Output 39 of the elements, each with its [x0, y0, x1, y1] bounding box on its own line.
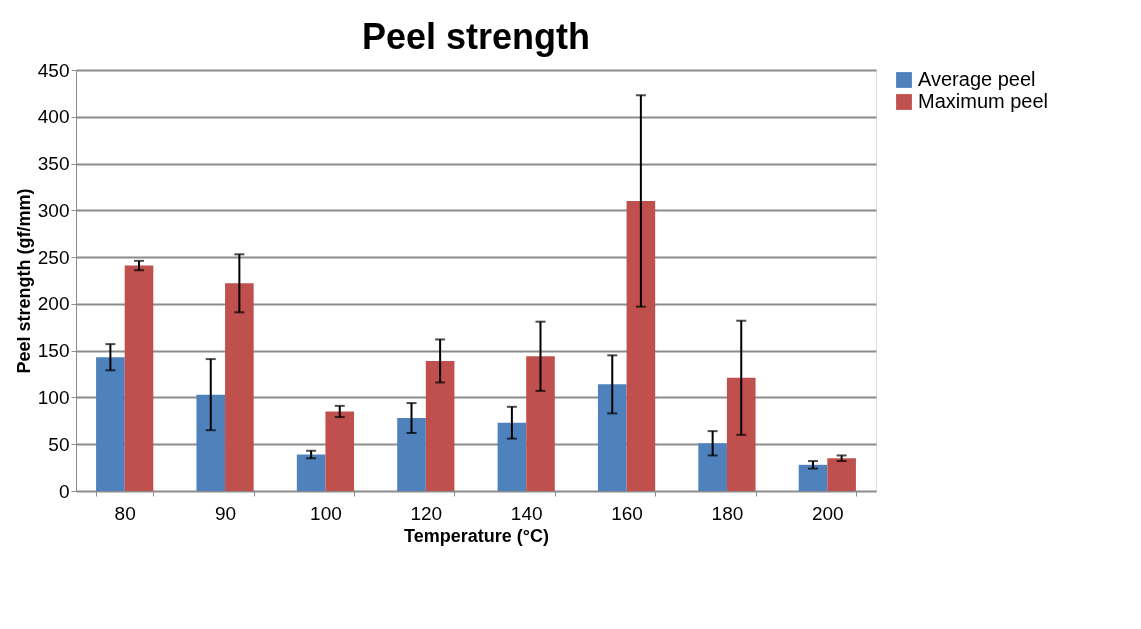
x-tick-label: 160	[611, 502, 643, 524]
x-tick-label: 180	[711, 502, 744, 524]
y-tick-label: 200	[37, 293, 70, 315]
bar	[124, 265, 154, 491]
y-tick-label: 450	[37, 59, 70, 81]
bar	[296, 454, 326, 491]
legend-label: Average peel	[918, 68, 1036, 90]
bar	[425, 360, 455, 491]
bar	[726, 377, 756, 491]
x-tick-label: 90	[214, 502, 237, 524]
bar	[325, 411, 355, 491]
y-tick-label: 50	[48, 433, 70, 455]
bar	[827, 458, 856, 491]
y-tick-label: 100	[37, 386, 70, 408]
y-tick-label: 0	[58, 480, 70, 502]
x-tick-label: 100	[310, 502, 342, 524]
y-tick-label: 250	[37, 246, 70, 268]
x-tick-label: 200	[811, 502, 844, 524]
y-tick-label: 400	[37, 106, 70, 128]
x-tick-label: 120	[410, 502, 443, 524]
y-tick-label: 350	[37, 153, 70, 175]
y-axis-title: Peel strength (gf/mm)	[13, 188, 34, 374]
chart-title: Peel strength	[361, 16, 591, 57]
bar	[397, 418, 426, 491]
bar	[626, 200, 656, 491]
x-tick-label: 140	[510, 502, 543, 524]
bar	[96, 357, 125, 491]
y-tick-label: 150	[37, 340, 70, 362]
bar	[698, 443, 727, 491]
y-tick-label: 300	[37, 199, 70, 221]
bar	[497, 422, 527, 491]
bar	[196, 394, 226, 491]
bar	[798, 464, 828, 491]
bar	[225, 283, 254, 491]
bar	[526, 356, 555, 491]
legend-label: Maximum peel	[918, 90, 1049, 112]
x-tick-label: 80	[114, 502, 136, 524]
bar	[597, 384, 627, 491]
x-axis-title: Temperature (°C)	[404, 525, 549, 546]
